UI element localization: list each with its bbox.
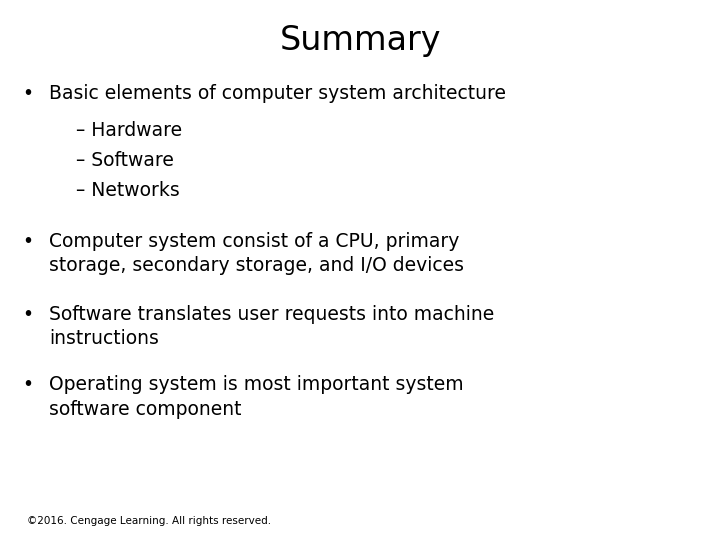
Text: •: • (22, 375, 33, 394)
Text: Operating system is most important system
software component: Operating system is most important syste… (49, 375, 464, 418)
Text: Software translates user requests into machine
instructions: Software translates user requests into m… (49, 305, 494, 348)
Text: – Software: – Software (76, 151, 174, 170)
Text: Computer system consist of a CPU, primary
storage, secondary storage, and I/O de: Computer system consist of a CPU, primar… (49, 232, 464, 275)
Text: •: • (22, 232, 33, 251)
Text: – Networks: – Networks (76, 181, 179, 200)
Text: – Hardware: – Hardware (76, 122, 181, 140)
Text: ©2016. Cengage Learning. All rights reserved.: ©2016. Cengage Learning. All rights rese… (27, 516, 271, 526)
Text: Basic elements of computer system architecture: Basic elements of computer system archit… (49, 84, 506, 103)
Text: Summary: Summary (279, 24, 441, 57)
Text: •: • (22, 84, 33, 103)
Text: •: • (22, 305, 33, 324)
